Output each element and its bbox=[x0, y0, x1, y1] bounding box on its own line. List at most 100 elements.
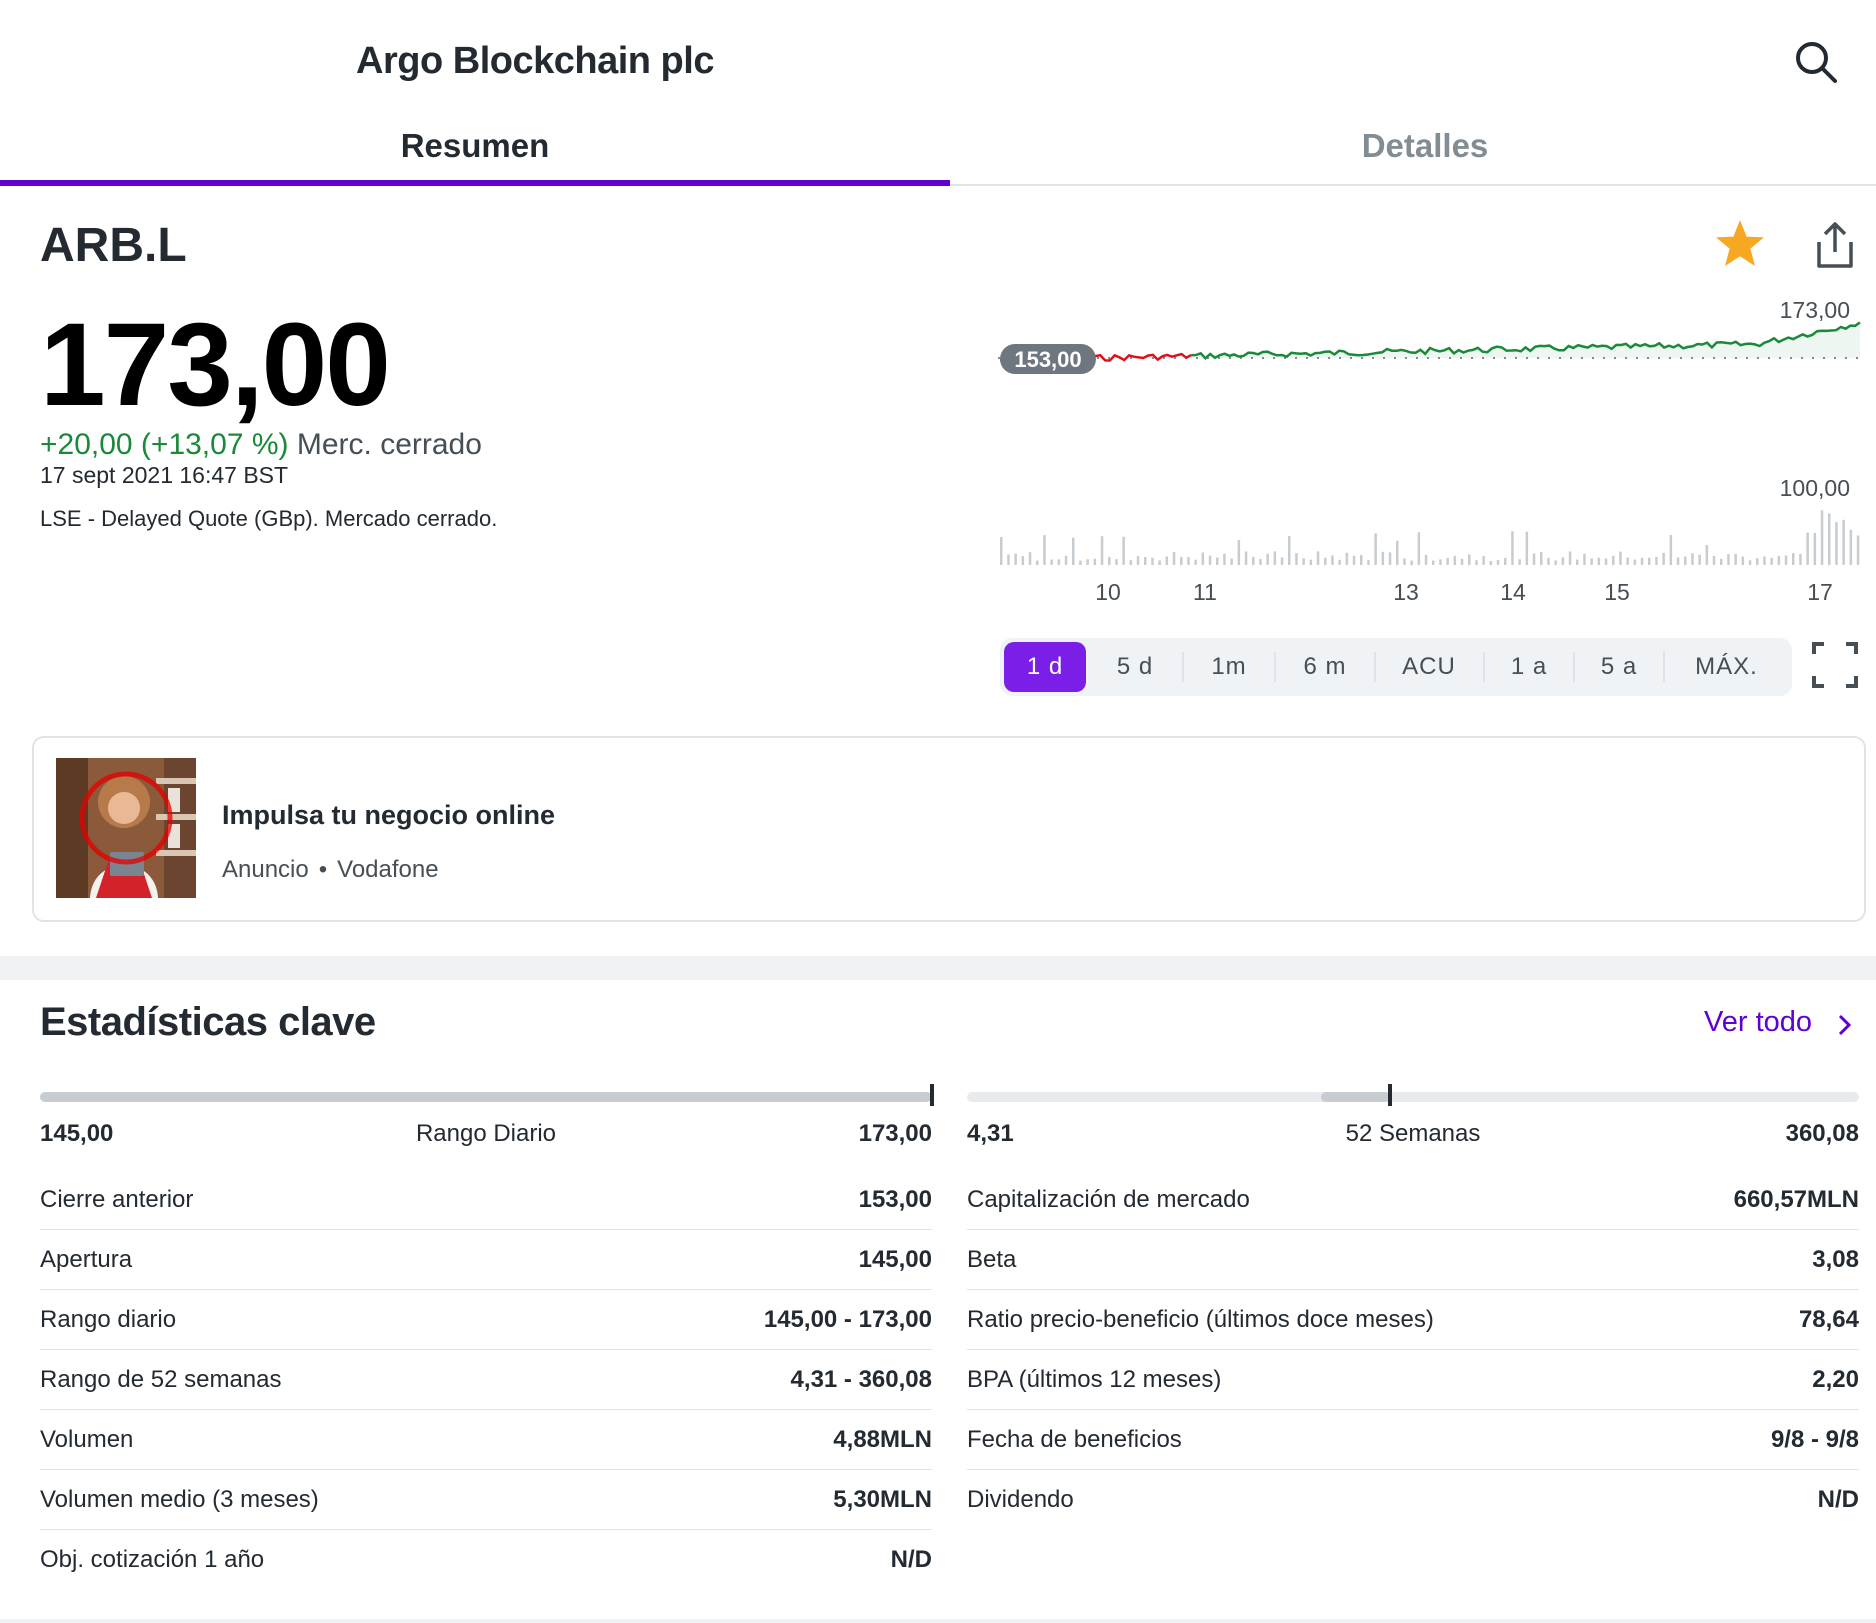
daily-range-fill bbox=[40, 1092, 932, 1102]
range-separator bbox=[1573, 652, 1575, 682]
volume-bar bbox=[1280, 557, 1284, 565]
week52-range-low: 4,31 bbox=[967, 1120, 1014, 1147]
range-separator bbox=[1182, 652, 1184, 682]
range-5d[interactable]: 5 d bbox=[1116, 653, 1154, 680]
x-tick-13: 13 bbox=[1393, 579, 1419, 605]
daily-range-label: Rango Diario bbox=[415, 1120, 557, 1147]
range-acu[interactable]: ACU bbox=[1402, 653, 1456, 680]
volume-bar bbox=[1597, 557, 1601, 565]
volume-bar bbox=[1345, 552, 1349, 565]
volume-bars bbox=[1000, 510, 1860, 565]
volume-bar bbox=[1576, 559, 1579, 565]
volume-bar bbox=[1691, 553, 1694, 565]
volume-bar bbox=[1792, 553, 1795, 565]
volume-bar bbox=[1367, 560, 1370, 565]
volume-bar bbox=[1223, 553, 1226, 565]
range-max[interactable]: MÁX. bbox=[1695, 653, 1758, 680]
fullscreen-icon[interactable] bbox=[1810, 640, 1860, 690]
volume-bar bbox=[1324, 557, 1327, 565]
volume-bar bbox=[1676, 557, 1680, 565]
range-1a[interactable]: 1 a bbox=[1510, 653, 1548, 680]
stat-row-volume: Volumen 4,88MLN bbox=[40, 1410, 932, 1470]
volume-bar bbox=[1252, 556, 1255, 565]
intraday-chart[interactable]: 153,00 173,00 100,00 10 11 13 14 15 17 bbox=[998, 290, 1868, 610]
volume-bar bbox=[1374, 533, 1377, 565]
search-icon[interactable] bbox=[1792, 38, 1840, 86]
ad-meta: Anuncio • Vodafone bbox=[222, 856, 439, 884]
tab-resumen[interactable]: Resumen bbox=[0, 120, 950, 186]
volume-bar bbox=[1813, 532, 1817, 565]
range-separator bbox=[1483, 652, 1485, 682]
volume-bar bbox=[1763, 556, 1766, 565]
volume-bar bbox=[1684, 556, 1687, 565]
volume-bar bbox=[1050, 559, 1053, 565]
volume-bar bbox=[1583, 553, 1586, 565]
bottom-divider bbox=[0, 1619, 1876, 1623]
stat-label: Volumen bbox=[40, 1425, 134, 1453]
volume-bar bbox=[1784, 555, 1788, 565]
daily-range-low: 145,00 bbox=[40, 1120, 114, 1147]
prev-close-label: 153,00 bbox=[1014, 347, 1081, 372]
share-icon[interactable] bbox=[1810, 218, 1860, 272]
volume-bar bbox=[1669, 534, 1673, 565]
volume-bar bbox=[1396, 540, 1399, 565]
page-title: Argo Blockchain plc bbox=[356, 40, 714, 82]
stat-row-beta: Beta 3,08 bbox=[967, 1230, 1859, 1290]
tab-detalles[interactable]: Detalles bbox=[1361, 127, 1489, 164]
volume-bar bbox=[1316, 551, 1320, 565]
volume-bar bbox=[1165, 556, 1169, 565]
volume-bar bbox=[1136, 556, 1140, 565]
prev-close-pill bbox=[1000, 344, 1096, 374]
range-6m[interactable]: 6 m bbox=[1303, 653, 1347, 680]
volume-bar bbox=[1806, 532, 1809, 565]
stat-label: Fecha de beneficios bbox=[967, 1425, 1182, 1453]
stat-row-day-range: Rango diario 145,00 - 173,00 bbox=[40, 1290, 932, 1350]
volume-bar bbox=[1561, 557, 1565, 565]
volume-bar bbox=[1302, 558, 1305, 565]
week52-range-high: 360,08 bbox=[1785, 1120, 1859, 1147]
range-5a[interactable]: 5 a bbox=[1600, 653, 1638, 680]
x-tick-14: 14 bbox=[1500, 579, 1526, 605]
stat-row-market-cap: Capitalización de mercado 660,57MLN bbox=[967, 1170, 1859, 1230]
x-tick-17: 17 bbox=[1807, 579, 1833, 605]
volume-bar bbox=[1554, 560, 1557, 565]
star-icon[interactable] bbox=[1712, 216, 1768, 272]
volume-bar bbox=[1266, 553, 1269, 565]
stat-label: Volumen medio (3 meses) bbox=[40, 1485, 319, 1513]
volume-bar bbox=[1626, 557, 1629, 565]
stat-label: Beta bbox=[967, 1245, 1017, 1273]
ad-title[interactable]: Impulsa tu negocio online bbox=[222, 800, 556, 830]
volume-bar bbox=[1028, 552, 1032, 565]
price-change-line: +20,00 (+13,07 %) Merc. cerrado bbox=[40, 428, 482, 462]
volume-bar bbox=[1446, 557, 1449, 565]
range-separator bbox=[1274, 652, 1276, 682]
view-all-link[interactable]: Ver todo bbox=[1704, 1006, 1813, 1038]
range-1d[interactable]: 1 d bbox=[1004, 642, 1086, 692]
volume-bar bbox=[1021, 556, 1025, 565]
volume-bar bbox=[1540, 551, 1543, 565]
daily-range-high: 173,00 bbox=[858, 1120, 932, 1147]
volume-bar bbox=[1036, 560, 1039, 565]
volume-bar bbox=[1842, 519, 1845, 565]
volume-bar bbox=[1007, 554, 1010, 565]
ad-card[interactable] bbox=[32, 736, 1866, 922]
volume-bar bbox=[1237, 540, 1241, 565]
stat-row-dividend: Dividendo N/D bbox=[967, 1470, 1859, 1530]
chevron-right-icon[interactable] bbox=[1834, 1010, 1856, 1040]
volume-bar bbox=[1115, 559, 1118, 565]
volume-bar bbox=[1288, 535, 1291, 565]
price-line-up bbox=[1191, 321, 1861, 361]
stat-label: Apertura bbox=[40, 1245, 133, 1273]
stat-value: 2,20 bbox=[1812, 1365, 1859, 1393]
volume-bar bbox=[1604, 558, 1608, 565]
ad-tag: Anuncio bbox=[222, 856, 309, 883]
volume-bar bbox=[1741, 556, 1745, 565]
volume-bar bbox=[1388, 552, 1392, 565]
volume-bar bbox=[1172, 552, 1176, 565]
week52-range-bar bbox=[967, 1084, 1859, 1106]
range-1m[interactable]: 1m bbox=[1211, 653, 1247, 680]
stat-value: 145,00 bbox=[858, 1245, 932, 1273]
volume-bar bbox=[1381, 551, 1385, 565]
ad-image[interactable] bbox=[56, 758, 196, 898]
volume-bar bbox=[1208, 555, 1212, 565]
